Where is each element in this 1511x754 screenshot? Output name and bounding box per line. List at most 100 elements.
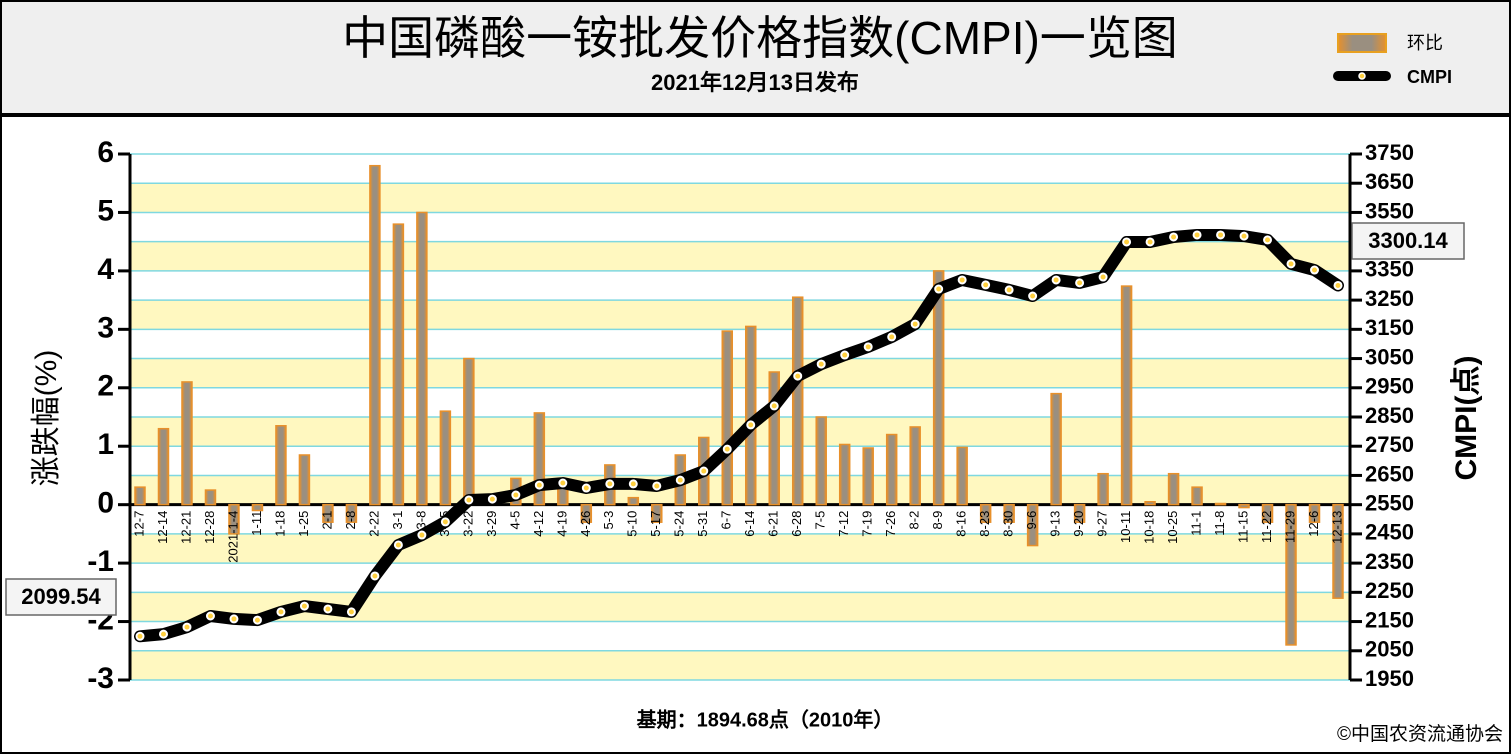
x-tick-label: 7-26 — [883, 511, 898, 537]
bar — [1261, 503, 1274, 523]
point — [1216, 230, 1226, 240]
point — [370, 571, 380, 581]
point — [1169, 232, 1179, 242]
y2-tick-label: 2550 — [1365, 490, 1414, 515]
y-tick-label: 2 — [97, 370, 114, 403]
x-tick-label: 3-22 — [460, 511, 475, 537]
bar — [134, 486, 146, 506]
bar — [1308, 503, 1321, 523]
point — [440, 517, 450, 527]
x-tick-label: 2-8 — [343, 511, 358, 530]
point — [1051, 275, 1061, 285]
point — [816, 359, 826, 369]
point — [1075, 278, 1085, 288]
point — [628, 479, 638, 489]
y2-tick-label: 2350 — [1365, 549, 1414, 574]
point — [1333, 280, 1343, 290]
bar — [1026, 503, 1039, 547]
legend-label: CMPI — [1407, 67, 1452, 87]
x-tick-label: 12-28 — [202, 511, 217, 544]
grid-band — [130, 387, 1350, 417]
bar — [1191, 486, 1203, 506]
y2-tick-label: 3150 — [1365, 315, 1414, 340]
y2-tick-label: 3650 — [1365, 169, 1414, 194]
point — [1263, 235, 1273, 245]
x-tick-label: 6-28 — [789, 511, 804, 537]
x-tick-label: 6-14 — [742, 511, 757, 537]
y2-axis-title: CMPI(点) — [1450, 356, 1483, 481]
x-tick-label: 11-29 — [1282, 511, 1297, 543]
x-tick-label: 12-21 — [178, 511, 193, 544]
x-tick-label: 3-29 — [484, 511, 499, 537]
point — [957, 275, 967, 285]
x-tick-label: 7-19 — [860, 511, 875, 537]
x-tick-label: 11-22 — [1259, 511, 1274, 543]
y2-tick-label: 2250 — [1365, 578, 1414, 603]
x-tick-label: 12-6 — [1306, 511, 1321, 537]
bar — [1050, 392, 1062, 506]
bar — [1238, 503, 1250, 509]
x-tick-label: 9-6 — [1024, 511, 1039, 530]
bar — [533, 412, 546, 506]
y2-tick-label: 2150 — [1365, 607, 1414, 632]
point — [417, 530, 427, 540]
x-tick-label: 2-1 — [319, 511, 334, 530]
bar — [651, 503, 663, 523]
grid-band — [130, 621, 1350, 651]
bar — [838, 443, 851, 506]
point — [910, 319, 920, 329]
point — [534, 480, 544, 490]
header — [0, 0, 1511, 115]
bar — [157, 427, 170, 506]
x-tick-label: 8-30 — [1001, 511, 1016, 537]
point — [1028, 291, 1038, 301]
x-tick-label: 8-2 — [907, 511, 922, 530]
x-tick-label: 6-21 — [766, 511, 781, 537]
value-label: 3300.14 — [1368, 228, 1448, 253]
x-tick-label: 4-12 — [531, 511, 546, 537]
grid-band — [130, 329, 1350, 359]
bar — [580, 503, 593, 523]
legend-label: 环比 — [1407, 33, 1443, 53]
x-tick-label: 1-18 — [272, 511, 287, 537]
x-tick-label: 12-7 — [131, 511, 146, 537]
x-tick-label: 5-3 — [601, 511, 616, 530]
point — [158, 629, 168, 639]
point — [1098, 272, 1108, 282]
point — [746, 420, 756, 430]
y2-tick-label: 2950 — [1365, 374, 1414, 399]
point — [1004, 285, 1014, 295]
y-axis-title: 涨跌幅(%) — [30, 350, 63, 487]
bar — [228, 503, 240, 535]
y-tick-label: -1 — [87, 545, 114, 578]
point — [1122, 237, 1132, 247]
point — [1145, 237, 1155, 247]
point — [464, 495, 474, 505]
y-tick-label: 0 — [97, 487, 114, 520]
y2-tick-label: 2850 — [1365, 403, 1414, 428]
point — [182, 622, 192, 632]
point — [699, 466, 709, 476]
bar — [298, 454, 311, 506]
bar — [439, 410, 452, 506]
x-tick-label: 11-1 — [1188, 511, 1203, 536]
bar — [1214, 502, 1227, 506]
bar — [1285, 503, 1297, 646]
bar — [627, 496, 640, 506]
legend-swatch — [1337, 33, 1387, 53]
point — [346, 607, 356, 617]
bar — [1144, 500, 1156, 506]
x-tick-label: 3-1 — [390, 511, 405, 530]
y-tick-label: 4 — [97, 253, 114, 286]
y-tick-label: -3 — [87, 662, 114, 695]
point — [934, 284, 944, 294]
point — [793, 371, 803, 381]
bar — [1120, 285, 1133, 506]
x-tick-label: 4-5 — [507, 511, 522, 530]
bar — [181, 381, 193, 506]
y2-tick-label: 2650 — [1365, 461, 1414, 486]
point — [1192, 230, 1202, 240]
point — [1239, 231, 1249, 241]
point — [1286, 259, 1296, 269]
